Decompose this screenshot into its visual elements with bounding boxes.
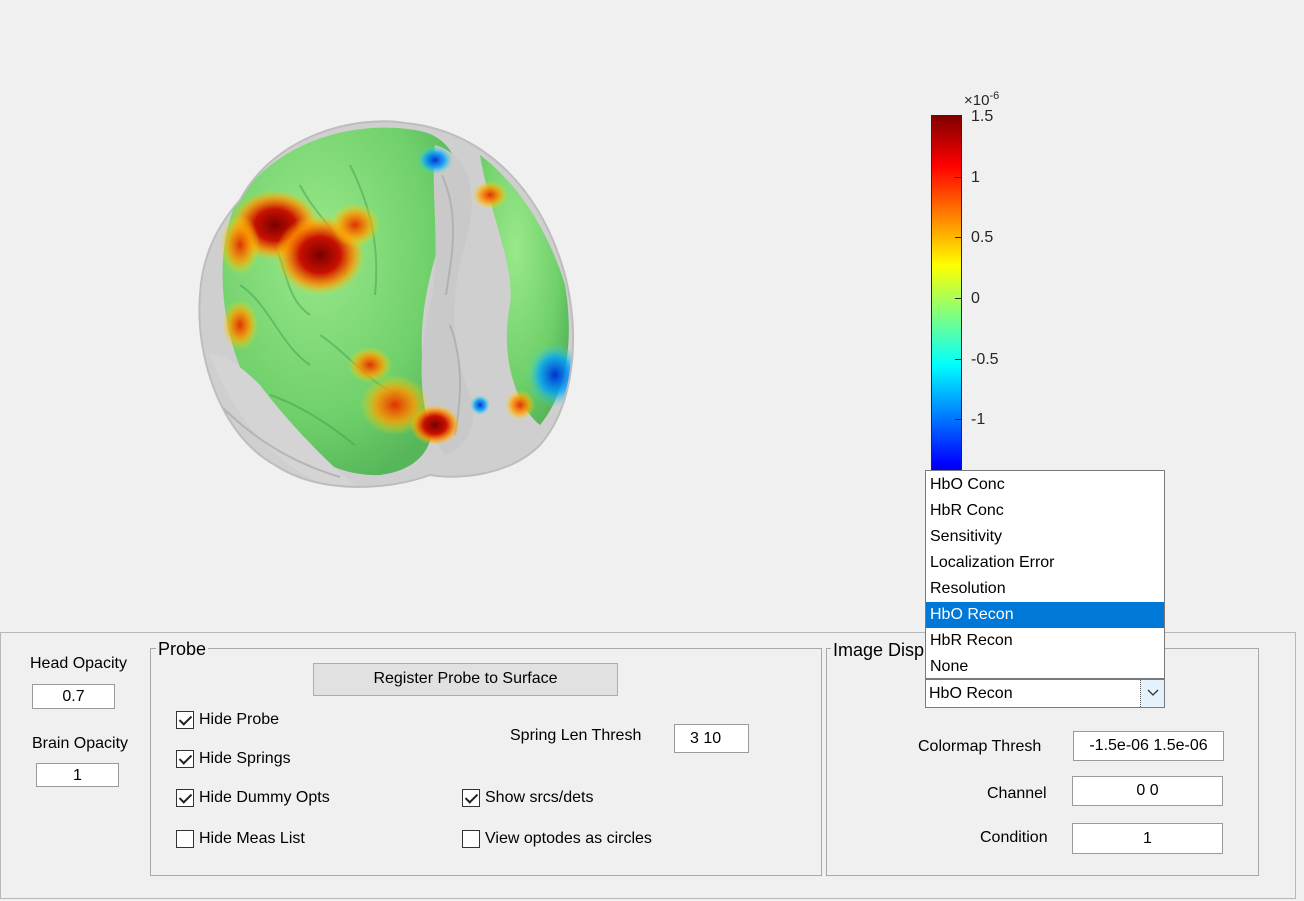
dropdown-option-sensitivity[interactable]: Sensitivity: [930, 528, 1003, 545]
hide-springs-checkbox[interactable]: Hide Springs: [176, 750, 291, 768]
show-srcs-dets-checkbox[interactable]: Show srcs/dets: [462, 789, 593, 807]
colorbar-tick-label: 1: [971, 169, 980, 186]
colorbar-tick-label: 1.5: [971, 108, 994, 125]
condition-input[interactable]: 1: [1072, 823, 1223, 854]
show-srcs-dets-label: Show srcs/dets: [485, 789, 594, 806]
image-display-select-value: HbO Recon: [929, 685, 1013, 702]
view-optodes-circles-label: View optodes as circles: [485, 830, 652, 847]
dropdown-option-localization-error[interactable]: Localization Error: [930, 554, 1055, 571]
channel-input[interactable]: 0 0: [1072, 776, 1223, 806]
probe-group-title: Probe: [156, 639, 209, 659]
head-opacity-label: Head Opacity: [30, 655, 127, 672]
hide-springs-label: Hide Springs: [199, 750, 291, 767]
checkbox-icon[interactable]: [176, 711, 194, 729]
colorbar-tick: [955, 298, 962, 299]
brain-surface-render[interactable]: [180, 105, 600, 505]
hide-meas-list-checkbox[interactable]: Hide Meas List: [176, 830, 305, 848]
view-optodes-circles-checkbox[interactable]: View optodes as circles: [462, 830, 652, 848]
colorbar-tick: [955, 177, 962, 178]
channel-label: Channel: [987, 785, 1047, 802]
hide-dummy-opts-checkbox[interactable]: Hide Dummy Opts: [176, 789, 330, 807]
spring-len-thresh-label: Spring Len Thresh: [510, 727, 642, 744]
checkbox-icon[interactable]: [462, 789, 480, 807]
brain-opacity-label: Brain Opacity: [32, 735, 129, 752]
colorbar-tick: [955, 359, 962, 360]
hide-probe-checkbox[interactable]: Hide Probe: [176, 711, 279, 729]
condition-label: Condition: [980, 829, 1048, 846]
colormap-thresh-label: Colormap Thresh: [918, 738, 1042, 755]
image-display-group-title: Image Disp: [831, 640, 927, 660]
dropdown-option-hbo-conc[interactable]: HbO Conc: [930, 476, 1005, 493]
image-display-dropdown-list[interactable]: HbO Conc HbR Conc Sensitivity Localizati…: [925, 470, 1165, 679]
colorbar-tick-label: 0: [971, 290, 980, 307]
colorbar-tick-label: 0.5: [971, 229, 994, 246]
register-probe-button[interactable]: Register Probe to Surface: [313, 663, 618, 696]
hide-dummy-opts-label: Hide Dummy Opts: [199, 789, 330, 806]
chevron-down-icon[interactable]: [1140, 680, 1164, 707]
colormap-thresh-input[interactable]: -1.5e-06 1.5e-06: [1073, 731, 1224, 761]
colorbar-tick-label: -1: [971, 411, 986, 428]
checkbox-icon[interactable]: [176, 750, 194, 768]
image-display-select[interactable]: HbO Recon: [925, 679, 1165, 708]
checkbox-icon[interactable]: [176, 830, 194, 848]
dropdown-option-none[interactable]: None: [930, 658, 969, 675]
probe-group: [150, 648, 822, 876]
head-opacity-input[interactable]: 0.7: [32, 684, 115, 709]
colorbar-tick: [955, 237, 962, 238]
dropdown-option-resolution[interactable]: Resolution: [930, 580, 1006, 597]
checkbox-icon[interactable]: [462, 830, 480, 848]
dropdown-option-hbr-recon[interactable]: HbR Recon: [930, 632, 1013, 649]
brain-opacity-input[interactable]: 1: [36, 763, 119, 787]
hide-meas-list-label: Hide Meas List: [199, 830, 305, 847]
colorbar-exponent: ×10-6: [964, 90, 1000, 109]
spring-len-thresh-input[interactable]: 3 10: [674, 724, 749, 753]
colorbar-tick: [955, 419, 962, 420]
colorbar-tick-label: -0.5: [971, 351, 999, 368]
hide-probe-label: Hide Probe: [199, 711, 280, 728]
dropdown-option-hbr-conc[interactable]: HbR Conc: [930, 502, 1004, 519]
colorbar: [931, 115, 962, 515]
checkbox-icon[interactable]: [176, 789, 194, 807]
dropdown-option-hbo-recon[interactable]: HbO Recon: [926, 602, 1164, 628]
